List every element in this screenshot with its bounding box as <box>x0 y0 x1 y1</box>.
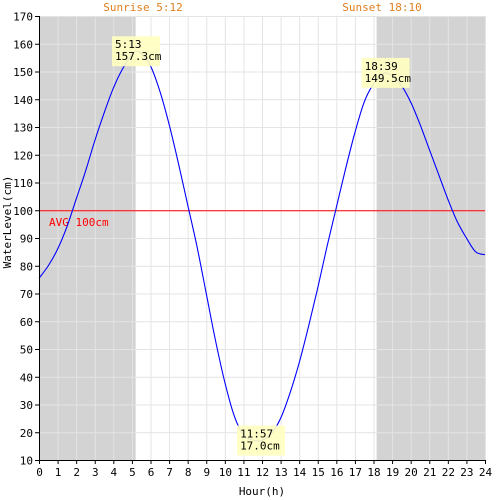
y-axis-title: WaterLevel(cm) <box>1 176 14 269</box>
x-tick-label: 14 <box>293 466 307 479</box>
annotation-value: 149.5cm <box>365 72 412 85</box>
x-tick-label: 23 <box>460 466 473 479</box>
grid <box>39 16 486 461</box>
annotation-value: 17.0cm <box>240 440 280 453</box>
x-tick-label: 15 <box>312 466 325 479</box>
y-tick-label: 100 <box>13 205 33 218</box>
x-tick-label: 1 <box>55 466 62 479</box>
x-tick-label: 24 <box>479 466 493 479</box>
y-tick-label: 60 <box>20 316 33 329</box>
sunrise-label: Sunrise 5:12 <box>103 1 182 14</box>
annotation-box <box>112 36 161 67</box>
sunset-label: Sunset 18:10 <box>342 1 421 14</box>
x-tick-label: 0 <box>36 466 43 479</box>
x-tick-label: 9 <box>203 466 210 479</box>
y-tick-label: 130 <box>13 122 33 135</box>
y-tick-label: 50 <box>20 344 33 357</box>
y-tick-label: 20 <box>20 427 33 440</box>
y-tick-label: 150 <box>13 66 33 79</box>
x-tick-label: 12 <box>256 466 269 479</box>
x-tick-label: 6 <box>148 466 155 479</box>
x-tick-label: 22 <box>442 466 455 479</box>
x-tick-label: 17 <box>349 466 362 479</box>
y-tick-label: 40 <box>20 371 33 384</box>
y-tick-label: 110 <box>13 177 33 190</box>
x-tick-label: 4 <box>111 466 118 479</box>
y-tick-label: 30 <box>20 399 33 412</box>
x-tick-label: 19 <box>386 466 399 479</box>
annotation-value: 157.3cm <box>115 50 162 63</box>
x-axis-title: Hour(h) <box>239 485 285 498</box>
x-tick-label: 8 <box>185 466 192 479</box>
axes: 1020304050607080901001101201301401501601… <box>13 11 492 480</box>
x-tick-label: 3 <box>92 466 99 479</box>
x-tick-label: 2 <box>73 466 80 479</box>
annotation-box <box>237 425 286 456</box>
x-tick-label: 18 <box>367 466 380 479</box>
y-tick-label: 170 <box>13 11 33 24</box>
y-tick-label: 10 <box>20 455 33 468</box>
y-tick-label: 80 <box>20 260 33 273</box>
x-tick-label: 20 <box>405 466 418 479</box>
y-tick-label: 70 <box>20 288 33 301</box>
x-tick-label: 21 <box>423 466 436 479</box>
average-label: AVG 100cm <box>49 216 109 229</box>
x-tick-label: 10 <box>219 466 232 479</box>
x-tick-label: 16 <box>330 466 343 479</box>
average-line-group: AVG 100cm <box>39 210 485 229</box>
annotation-time: 11:57 <box>240 428 273 441</box>
x-tick-label: 7 <box>166 466 173 479</box>
x-tick-label: 13 <box>274 466 287 479</box>
y-tick-label: 90 <box>20 233 33 246</box>
annotation-time: 5:13 <box>115 38 142 51</box>
y-tick-label: 120 <box>13 149 33 162</box>
annotation-box <box>361 57 410 88</box>
y-tick-label: 160 <box>13 38 33 51</box>
y-tick-label: 140 <box>13 94 33 107</box>
annotation-time: 18:39 <box>365 60 398 73</box>
x-tick-label: 11 <box>237 466 250 479</box>
x-tick-label: 5 <box>129 466 136 479</box>
